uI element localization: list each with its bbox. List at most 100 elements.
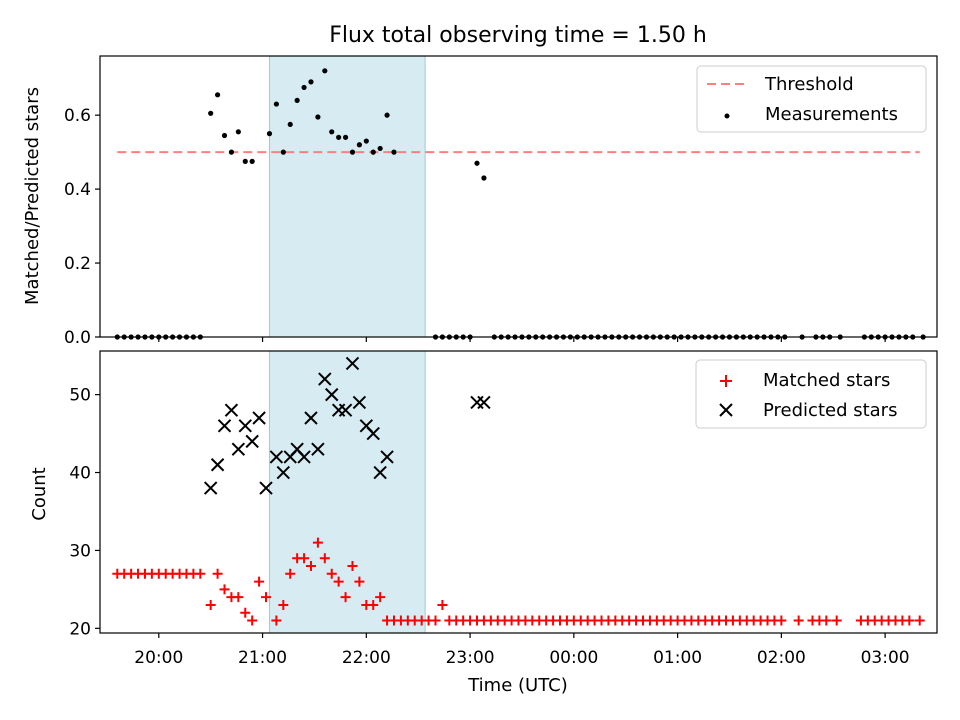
predicted-stars-point xyxy=(345,356,360,371)
measurements-point xyxy=(294,97,300,103)
top-y-axis-label: Matched/Predicted stars xyxy=(22,87,43,305)
measurements-point xyxy=(322,68,328,74)
matched-stars-point xyxy=(368,599,379,610)
x-tick-label: 22:00 xyxy=(342,648,391,668)
x-tick-label: 02:00 xyxy=(757,648,806,668)
matched-stars-point xyxy=(326,568,337,579)
measurements-point xyxy=(370,149,376,155)
matched-stars-point xyxy=(271,615,282,626)
measurements-point xyxy=(384,112,390,118)
measurements-point xyxy=(273,101,279,107)
top-highlight-span xyxy=(268,55,426,338)
legend-threshold-label: Threshold xyxy=(764,74,854,95)
measurements-point xyxy=(308,79,314,85)
bottom-panel: 20 30 40 50 20:00 21:00 22:00 23:00 00:00 01:00 0… xyxy=(29,350,938,696)
matched-stars-point xyxy=(233,592,244,603)
measurements-point xyxy=(214,92,221,98)
matched-stars-point xyxy=(312,537,323,548)
predicted-stars-point xyxy=(297,450,311,464)
top-panel: 0.0 0.2 0.4 0.6 Matched/Predicted stars Thr… xyxy=(22,55,938,348)
y-tick-label: 0.6 xyxy=(64,106,91,126)
predicted-stars-point xyxy=(477,395,491,410)
matched-stars-point xyxy=(195,568,206,579)
matched-stars-point xyxy=(261,592,272,603)
y-tick-label: 30 xyxy=(69,541,91,561)
predicted-stars-point xyxy=(373,465,387,480)
matched-stars-point xyxy=(776,615,787,626)
matched-stars-point xyxy=(240,607,251,618)
y-tick-label: 0.2 xyxy=(64,254,91,274)
measurements-point xyxy=(242,158,248,164)
measurements-point xyxy=(315,114,321,120)
matched-stars-point xyxy=(254,576,265,587)
predicted-stars-point xyxy=(352,395,367,410)
matched-stars-point xyxy=(205,599,216,610)
y-tick-label: 50 xyxy=(69,386,91,406)
measurements-point xyxy=(356,142,363,148)
x-tick-label: 01:00 xyxy=(653,648,702,668)
predicted-stars-point xyxy=(238,419,252,433)
predicted-stars-point xyxy=(203,481,218,495)
matched-stars-point xyxy=(437,599,448,610)
matched-stars-point xyxy=(340,592,351,603)
legend-measurements-swatch xyxy=(724,113,730,119)
matched-stars-point xyxy=(821,615,832,626)
measurements-point xyxy=(349,149,356,155)
top-axes-frame xyxy=(99,55,938,338)
matched-stars-point xyxy=(212,568,223,579)
matched-stars-point xyxy=(285,568,296,579)
bottom-axes-frame xyxy=(99,350,938,634)
measurements-point xyxy=(208,110,214,116)
predicted-stars-point xyxy=(318,372,332,386)
measurements-point xyxy=(301,84,307,91)
predicted-stars-point xyxy=(311,442,325,456)
measurements-point xyxy=(329,129,335,135)
predicted-stars-point xyxy=(245,434,259,449)
matched-stars-point xyxy=(319,553,330,564)
matched-stars-point xyxy=(299,553,310,564)
matched-stars-point xyxy=(354,576,365,587)
x-tick-label: 00:00 xyxy=(549,648,598,668)
matched-stars-point xyxy=(375,592,386,603)
x-axis-label: Time (UTC) xyxy=(467,675,568,696)
measurements-point xyxy=(377,145,383,152)
measurements-point xyxy=(266,131,273,137)
y-tick-label: 0.4 xyxy=(64,180,91,200)
top-legend: Threshold Measurements xyxy=(696,65,927,133)
bottom-legend: Matched stars Predicted stars xyxy=(695,359,927,429)
y-tick-label: 20 xyxy=(69,619,91,639)
predicted-stars-point xyxy=(380,450,394,464)
chart-title: Flux total observing time = 1.50 h xyxy=(329,23,707,48)
y-tick-label: 0.0 xyxy=(64,328,91,348)
legend-measurements-label: Measurements xyxy=(765,104,898,125)
matched-stars-point xyxy=(904,615,915,626)
x-tick-label: 21:00 xyxy=(238,648,287,668)
matched-stars-point xyxy=(430,615,441,626)
matched-stars-point xyxy=(305,561,316,572)
predicted-stars-point xyxy=(252,411,266,425)
measurements-point xyxy=(228,149,235,155)
predicted-stars-point xyxy=(304,411,318,425)
matched-stars-point xyxy=(914,615,925,626)
measurements-point xyxy=(280,149,286,155)
predicted-stars-point xyxy=(338,403,353,417)
predicted-stars-point xyxy=(470,395,484,410)
measurements-point xyxy=(249,158,255,164)
x-tick-label: 23:00 xyxy=(446,648,495,668)
legend-matched-label: Matched stars xyxy=(763,370,890,391)
y-tick-label: 40 xyxy=(69,464,91,484)
measurements-point xyxy=(336,134,342,140)
measurements-point xyxy=(363,138,369,144)
measurements-point xyxy=(287,121,293,128)
bottom-highlight-span xyxy=(268,350,426,634)
x-tick-label: 03:00 xyxy=(861,648,910,668)
predicted-stars-point xyxy=(224,403,239,417)
predicted-stars-point xyxy=(231,442,246,456)
predicted-stars-point xyxy=(217,419,232,433)
matched-stars-point xyxy=(278,599,289,610)
measurements-point xyxy=(342,134,349,140)
bottom-y-axis-label: Count xyxy=(29,467,50,520)
matched-stars-point xyxy=(247,615,258,626)
matched-stars-point xyxy=(831,615,842,626)
